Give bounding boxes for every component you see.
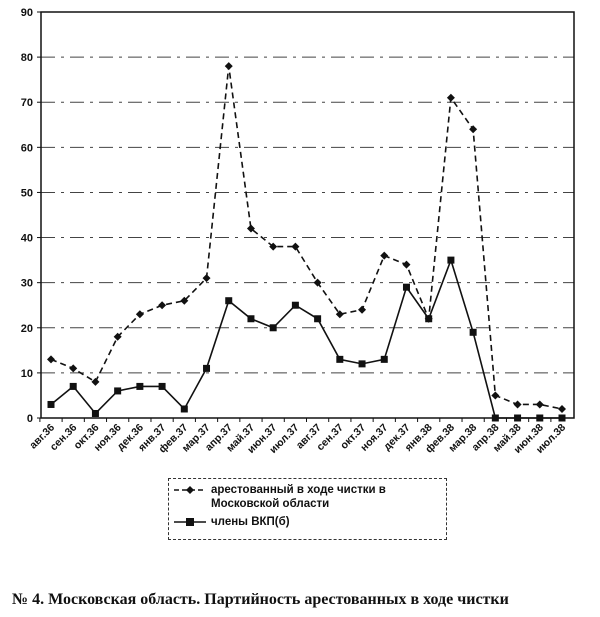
y-tick-label: 30 [21,278,33,290]
data-point-square [47,400,55,408]
data-point-diamond [513,400,522,409]
data-point-diamond [535,400,544,409]
data-point-square [402,283,410,291]
y-tick-label: 20 [21,323,33,335]
data-point-square [380,355,388,363]
diamond-marker-icon [174,486,206,494]
series-line-2 [50,257,562,419]
y-tick-label: 70 [21,97,33,109]
data-point-diamond [402,260,411,269]
data-point-square [180,405,188,413]
data-point-square [558,414,566,422]
data-point-diamond [246,224,255,233]
data-point-square [491,414,499,422]
data-point-square [269,324,277,332]
legend-label: арестованный в ходе чистки в Московской … [211,484,386,510]
legend-item-arrested: арестованный в ходе чистки в Московской … [173,483,441,511]
y-tick-label: 90 [21,7,33,19]
data-point-diamond [135,310,144,319]
data-point-square [336,355,344,363]
data-point-square [203,364,211,372]
data-point-diamond [269,242,278,251]
y-tick-label: 80 [21,52,33,64]
data-point-diamond [224,62,233,71]
data-point-square [225,297,233,305]
y-tick-label: 60 [21,142,33,154]
y-tick-label: 0 [27,413,33,425]
line-chart: 0102030405060708090авг.36сен.36окт.36ноя… [21,7,575,456]
data-point-diamond [91,377,100,386]
y-tick-label: 40 [21,233,33,245]
data-point-diamond [380,251,389,260]
data-point-diamond [469,125,478,134]
data-point-diamond [358,305,367,314]
plot-border [40,11,575,419]
y-tick-label: 10 [21,368,33,380]
data-point-square [358,360,366,368]
data-point-diamond [69,364,78,373]
data-point-square [158,382,166,390]
legend-item-party: члены ВКП(б) [173,515,441,529]
data-point-diamond [558,404,566,413]
data-point-square [469,328,477,336]
legend: арестованный в ходе чистки в Московской … [168,478,447,540]
data-point-square [114,387,122,395]
data-point-diamond [313,278,322,287]
data-point-square [291,301,299,309]
data-point-diamond [180,296,189,305]
figure-caption: № 4. Московская область. Партийность аре… [12,591,509,608]
data-point-square [514,414,522,422]
data-point-square [91,409,99,417]
data-point-square [447,256,455,264]
data-point-diamond [335,310,344,319]
legend-label: члены ВКП(б) [211,516,290,528]
square-marker-icon [174,518,206,526]
data-point-square [314,315,322,323]
data-point-square [425,315,433,323]
data-point-square [247,315,255,323]
data-point-diamond [47,355,55,364]
data-point-diamond [113,332,122,341]
data-point-diamond [291,242,300,251]
data-point-diamond [158,301,167,310]
data-point-diamond [491,391,500,400]
y-tick-label: 50 [21,187,33,199]
data-point-square [69,382,77,390]
data-point-diamond [446,93,455,102]
data-point-square [536,414,544,422]
data-point-diamond [202,274,211,283]
data-point-square [136,382,144,390]
